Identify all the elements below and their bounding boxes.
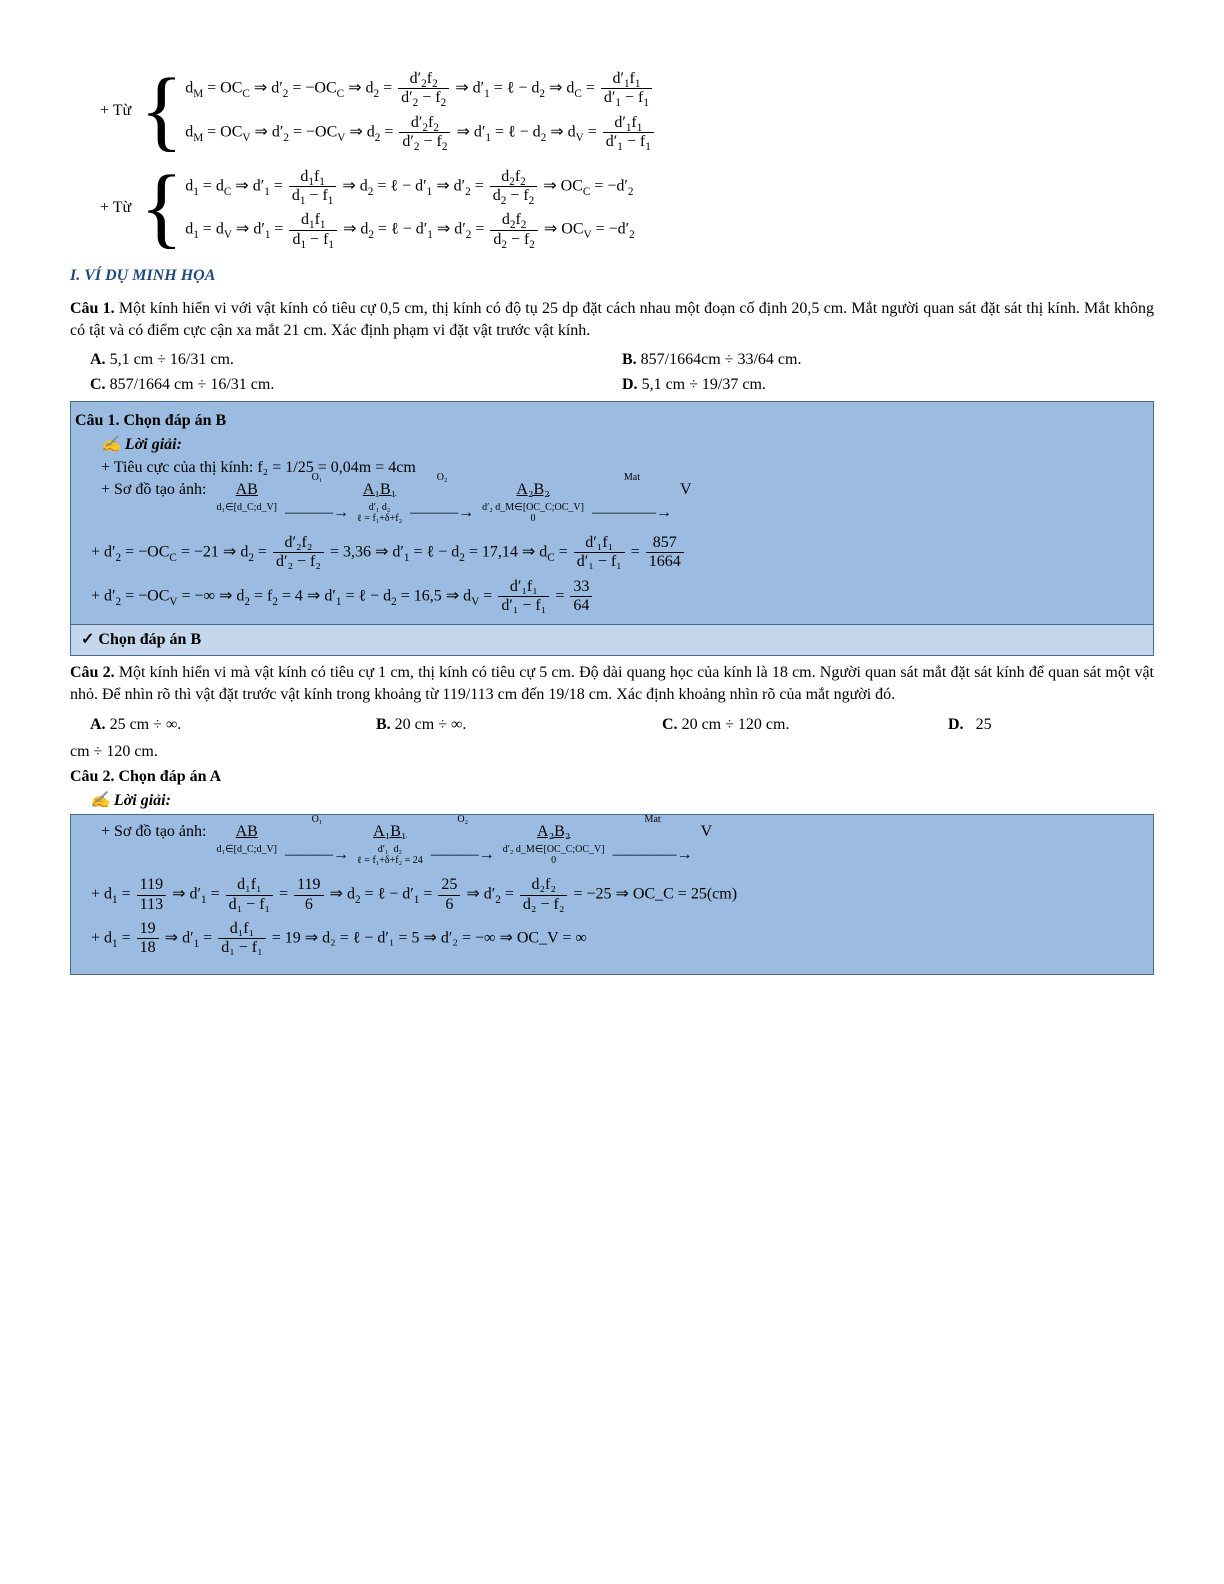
q2-s2: + d1 = 119113 ⇒ d′1 = d₁f₁d₁ − f₁ = 1196…: [91, 876, 1143, 914]
diag-arrow-Mat: Mat————→: [592, 479, 672, 524]
q1-answer-line: Câu 1. Chọn đáp án B: [75, 410, 1143, 432]
stack-2: d1 = dC ⇒ d′1 = d1f1d1 − f1 ⇒ d2 = ℓ − d…: [185, 162, 635, 256]
diag-V: V: [680, 479, 692, 501]
q2-solution-box: + Sơ đồ tạo ảnh: ABd₁∈[d_C;d_V] O₁———→ A…: [70, 814, 1154, 974]
diag-arrow-O1: O₁———→: [285, 479, 349, 524]
q1-s2: + Sơ đồ tạo ảnh: AB d₁∈[d_C;d_V] O₁———→ …: [101, 479, 1143, 524]
eq1-line1: dM = OCC ⇒ d′2 = −OCC ⇒ d2 = d′2f2d′2 − …: [185, 70, 656, 108]
q2-opt-a: A. 25 cm ÷ ∞.: [90, 714, 376, 736]
brace-2: {: [140, 168, 183, 248]
equation-block-1: + Từ { dM = OCC ⇒ d′2 = −OCC ⇒ d2 = d′2f…: [70, 64, 1154, 158]
question-1: Câu 1. Một kính hiển vi với vật kính có …: [70, 298, 1154, 343]
stack-1: dM = OCC ⇒ d′2 = −OCC ⇒ d2 = d′2f2d′2 − …: [185, 64, 656, 158]
q1-opt-b: B. 857/1664cm ÷ 33/64 cm.: [622, 349, 1154, 371]
q2-options: A. 25 cm ÷ ∞. B. 20 cm ÷ ∞. C. 20 cm ÷ 1…: [90, 713, 1154, 737]
prefix-tu-1: + Từ: [100, 100, 140, 122]
q1-opt-a: A. 5,1 cm ÷ 16/31 cm.: [90, 349, 622, 371]
q1-label: Câu 1.: [70, 300, 115, 317]
q2-soln-heading: Lời giải:: [90, 790, 1154, 812]
q1-text: Một kính hiển vi với vật kính có tiêu cự…: [70, 300, 1154, 339]
q2-label: Câu 2.: [70, 664, 115, 681]
q1-s1: + Tiêu cực của thị kính: f₂ = 1/25 = 0,0…: [101, 457, 1143, 479]
q2-opt-c: C. 20 cm ÷ 120 cm.: [662, 714, 948, 736]
q2-opt-b: B. 20 cm ÷ ∞.: [376, 714, 662, 736]
equation-block-2: + Từ { d1 = dC ⇒ d′1 = d1f1d1 − f1 ⇒ d2 …: [70, 162, 1154, 256]
brace-1: {: [140, 71, 183, 151]
q2-answer-line: Câu 2. Chọn đáp án A: [70, 766, 1154, 788]
q1-options: A. 5,1 cm ÷ 16/31 cm. B. 857/1664cm ÷ 33…: [90, 348, 1154, 397]
diag-AB: AB d₁∈[d_C;d_V]: [216, 479, 277, 512]
q1-opt-d: D. 5,1 cm ÷ 19/37 cm.: [622, 374, 1154, 396]
diag-A2B2: A₂B₂ d′₂ d_M∈[OC_C;OC_V] 0: [482, 479, 584, 523]
q1-soln-heading: Lời giải:: [101, 434, 1143, 456]
section-heading: I. VÍ DỤ MINH HỌA: [70, 265, 1154, 287]
q2-s1: + Sơ đồ tạo ảnh: ABd₁∈[d_C;d_V] O₁———→ A…: [101, 821, 1143, 866]
question-2: Câu 2. Một kính hiển vi mà vật kính có t…: [70, 662, 1154, 707]
q1-opt-c: C. 857/1664 cm ÷ 16/31 cm.: [90, 374, 622, 396]
diag-arrow-O2: O₂———→: [410, 479, 474, 524]
q2-opt-d: D. 25: [948, 714, 1012, 736]
diag-A1B1: A₁B₁ d′₁ d₂ ℓ = f₁+δ+f₂: [357, 479, 402, 523]
q1-s3: + d′2 = −OCC = −21 ⇒ d2 = d′₂f₂d′₂ − f₂ …: [91, 534, 1143, 572]
q1-solution-box: Câu 1. Chọn đáp án B Lời giải: + Tiêu cự…: [70, 401, 1154, 656]
q2-opt-d-wrap: cm ÷ 120 cm.: [70, 741, 1154, 763]
q2-text: Một kính hiển vi mà vật kính có tiêu cự …: [70, 664, 1154, 703]
eq2-line2: d1 = dV ⇒ d′1 = d1f1d1 − f1 ⇒ d2 = ℓ − d…: [185, 211, 635, 249]
q1-choice: Chọn đáp án B: [71, 624, 1153, 655]
prefix-tu-2: + Từ: [100, 197, 140, 219]
q1-s4: + d′2 = −OCV = −∞ ⇒ d2 = f2 = 4 ⇒ d′1 = …: [91, 578, 1143, 616]
eq2-line1: d1 = dC ⇒ d′1 = d1f1d1 − f1 ⇒ d2 = ℓ − d…: [185, 168, 635, 206]
q2-s3: + d1 = 1918 ⇒ d′1 = d₁f₁d₁ − f₁ = 19 ⇒ d…: [91, 920, 1143, 958]
eq1-line2: dM = OCV ⇒ d′2 = −OCV ⇒ d2 = d′2f2d′2 − …: [185, 114, 656, 152]
